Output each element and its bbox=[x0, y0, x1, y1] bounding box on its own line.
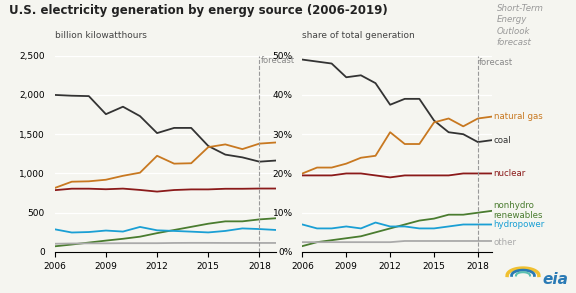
Text: billion kilowatthours: billion kilowatthours bbox=[55, 31, 147, 40]
Text: forecast: forecast bbox=[479, 58, 513, 67]
Text: other: other bbox=[494, 238, 517, 247]
Text: share of total generation: share of total generation bbox=[302, 31, 415, 40]
Text: natural gas: natural gas bbox=[494, 112, 543, 121]
Text: U.S. electricity generation by energy source (2006-2019): U.S. electricity generation by energy so… bbox=[9, 4, 388, 17]
Text: coal: coal bbox=[494, 136, 511, 144]
Text: forecast: forecast bbox=[261, 57, 295, 65]
Text: eia: eia bbox=[542, 272, 568, 287]
Text: nuclear: nuclear bbox=[494, 169, 526, 178]
Text: hydropower: hydropower bbox=[494, 220, 545, 229]
Text: nonhydro
renewables: nonhydro renewables bbox=[494, 201, 543, 220]
Text: Short-Term
Energy
Outlook
forecast: Short-Term Energy Outlook forecast bbox=[497, 4, 543, 47]
